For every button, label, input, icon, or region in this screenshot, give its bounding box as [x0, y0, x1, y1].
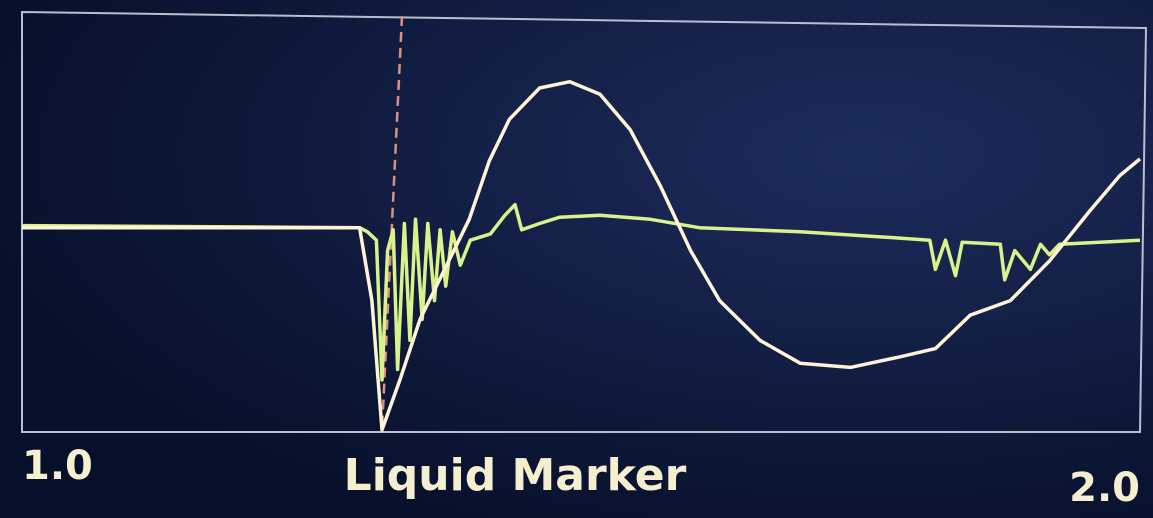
x-tick-label: 2.0 — [1069, 465, 1140, 511]
x-axis-label: Liquid Marker — [344, 450, 687, 501]
screen: Liquid Marker 1.0 2.0 — [0, 0, 1153, 518]
background — [0, 0, 1153, 518]
x-tick-label: 1.0 — [22, 443, 93, 489]
